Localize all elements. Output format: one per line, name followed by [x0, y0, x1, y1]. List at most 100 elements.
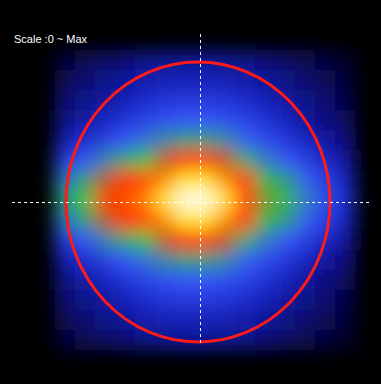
heat-cell	[135, 150, 156, 171]
heat-cell	[255, 230, 276, 251]
heat-cell	[315, 270, 336, 291]
heat-cell	[115, 130, 136, 151]
heat-cell	[235, 110, 256, 131]
heat-cell	[155, 170, 176, 191]
heat-cell	[255, 110, 276, 131]
heat-cell	[55, 250, 76, 271]
scale-label: Scale :0 ~ Max	[14, 33, 88, 45]
heat-cell	[135, 190, 156, 211]
heat-cell	[335, 270, 356, 291]
beam-profile: Scale :0 ~ Max	[0, 0, 381, 384]
heat-cell	[115, 230, 136, 251]
heat-cell	[235, 310, 256, 331]
heat-cell	[275, 70, 296, 91]
heat-cell	[195, 310, 216, 331]
heat-cell	[315, 210, 336, 231]
heat-cell	[75, 150, 96, 171]
heat-cell	[295, 50, 316, 71]
heat-cell	[115, 250, 136, 271]
heat-cell	[255, 90, 276, 111]
heat-cell	[155, 90, 176, 111]
heat-cell	[75, 230, 96, 251]
heat-cell	[335, 190, 356, 211]
heat-cell	[175, 250, 196, 271]
heat-cell	[135, 210, 156, 231]
heat-cell	[55, 90, 76, 111]
heat-cell	[235, 230, 256, 251]
heat-cell	[115, 110, 136, 131]
heat-cell	[115, 150, 136, 171]
heat-cell	[175, 310, 196, 331]
heat-cell	[175, 290, 196, 311]
heat-cell	[115, 290, 136, 311]
heat-cell	[75, 90, 96, 111]
heat-cell	[335, 250, 356, 271]
heat-cell	[275, 270, 296, 291]
heat-cell	[315, 310, 336, 331]
heat-cell	[115, 190, 136, 211]
heat-cell	[55, 70, 76, 91]
heat-cell	[295, 230, 316, 251]
heat-cell	[215, 250, 236, 271]
heat-cell	[335, 170, 356, 191]
background	[0, 0, 381, 384]
heat-cell	[95, 50, 116, 71]
heat-cell	[275, 90, 296, 111]
heat-cell	[155, 230, 176, 251]
heat-cell	[295, 70, 316, 91]
heat-cell	[195, 270, 216, 291]
heat-cell	[335, 70, 356, 91]
heat-cell	[175, 210, 196, 231]
heat-cell	[155, 130, 176, 151]
heat-cell	[335, 110, 356, 131]
heat-cell	[235, 210, 256, 231]
heat-cell	[95, 230, 116, 251]
heat-cell	[275, 330, 296, 351]
heat-cell	[75, 190, 96, 211]
heat-cell	[255, 170, 276, 191]
heat-cell	[215, 70, 236, 91]
heat-cell	[295, 170, 316, 191]
heat-cell	[75, 310, 96, 331]
heat-cell	[315, 190, 336, 211]
heat-cell	[175, 50, 196, 71]
heat-cell	[95, 250, 116, 271]
heat-cell	[95, 130, 116, 151]
heat-cell	[215, 270, 236, 291]
heat-cell	[155, 210, 176, 231]
heat-cell	[335, 310, 356, 331]
heat-cell	[315, 70, 336, 91]
heat-cell	[115, 170, 136, 191]
heat-cell	[115, 90, 136, 111]
heat-cell	[215, 230, 236, 251]
heat-cell	[215, 110, 236, 131]
heat-cell	[295, 150, 316, 171]
heat-cell	[195, 70, 216, 91]
heat-cell	[275, 170, 296, 191]
heat-cell	[255, 330, 276, 351]
heat-cell	[235, 270, 256, 291]
heat-cell	[135, 170, 156, 191]
heat-cell	[175, 130, 196, 151]
heat-cell	[295, 310, 316, 331]
heat-cell	[295, 210, 316, 231]
heat-cell	[215, 310, 236, 331]
heat-cell	[155, 110, 176, 131]
heat-cell	[75, 210, 96, 231]
heat-cell	[275, 130, 296, 151]
heat-cell	[255, 210, 276, 231]
heat-cell	[275, 230, 296, 251]
heat-cell	[235, 190, 256, 211]
heat-cell	[195, 210, 216, 231]
heat-cell	[115, 330, 136, 351]
heat-cell	[275, 110, 296, 131]
heat-cell	[95, 150, 116, 171]
crosshair-horizontal	[12, 202, 370, 203]
heat-cell	[55, 290, 76, 311]
heat-cell	[175, 230, 196, 251]
heat-cell	[335, 210, 356, 231]
heat-cell	[75, 170, 96, 191]
heat-cell	[155, 70, 176, 91]
heat-cell	[255, 190, 276, 211]
heat-cell	[175, 150, 196, 171]
